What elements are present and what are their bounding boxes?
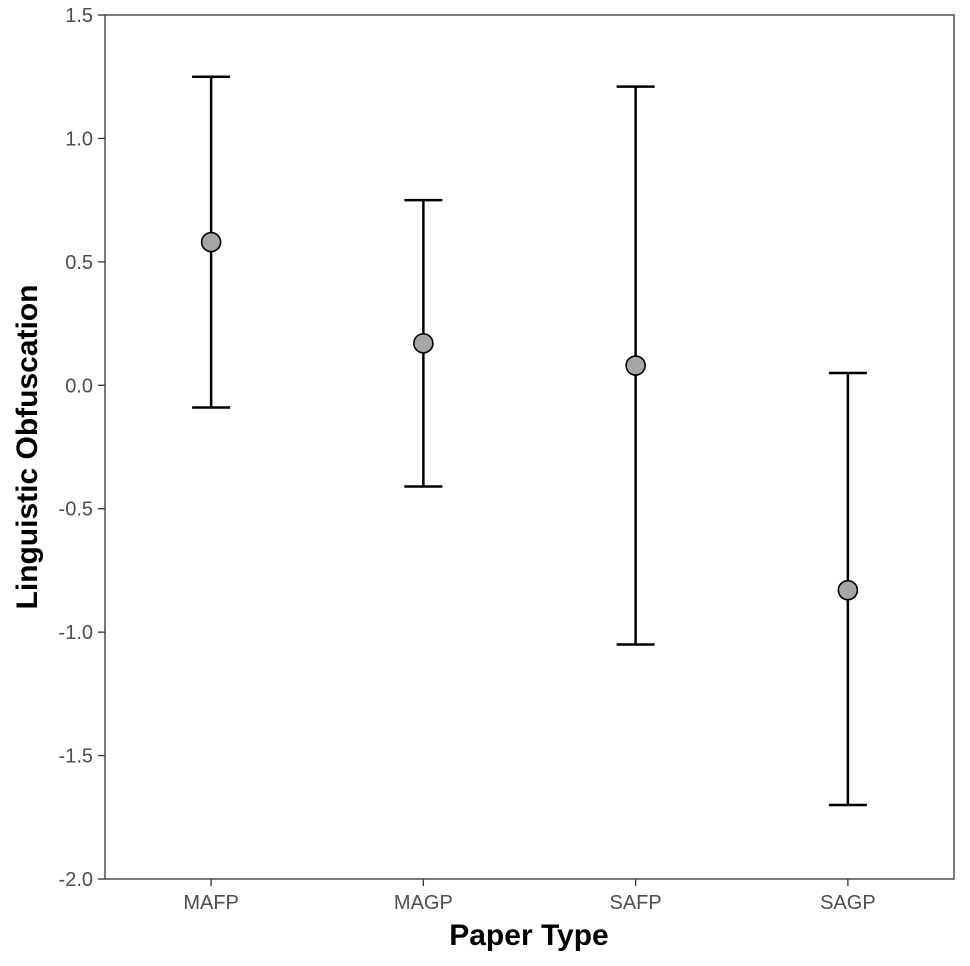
mean-point: [837, 579, 859, 601]
x-tick-label: SAFP: [610, 892, 662, 914]
plot-panel: [104, 14, 955, 880]
mean-point: [200, 231, 222, 253]
y-axis: -2.0 -1.5 -1.0 -0.5 0.0 0.5 1.0 1.5: [59, 5, 105, 891]
y-tick-label: 1.0: [65, 128, 93, 150]
mean-point: [625, 355, 646, 376]
mean-point: [413, 333, 434, 354]
y-tick-label: -1.5: [59, 746, 93, 768]
y-tick-label: -1.0: [59, 622, 93, 644]
y-tick-label: 1.5: [65, 5, 93, 27]
x-tick-label: MAGP: [394, 892, 453, 914]
y-tick-label: -0.5: [59, 499, 93, 521]
x-tick-label: MAFP: [183, 892, 239, 914]
y-axis-title: Linguistic Obfuscation: [11, 284, 44, 609]
x-axis-title: Paper Type: [449, 919, 609, 952]
y-tick-label: 0.0: [65, 375, 93, 397]
y-tick-label: 0.5: [65, 252, 93, 274]
x-tick-label: SAGP: [820, 892, 876, 914]
y-tick-label: -2.0: [59, 869, 93, 891]
data-marks: [192, 75, 867, 807]
x-axis: MAFP MAGP SAFP SAGP: [183, 879, 876, 914]
